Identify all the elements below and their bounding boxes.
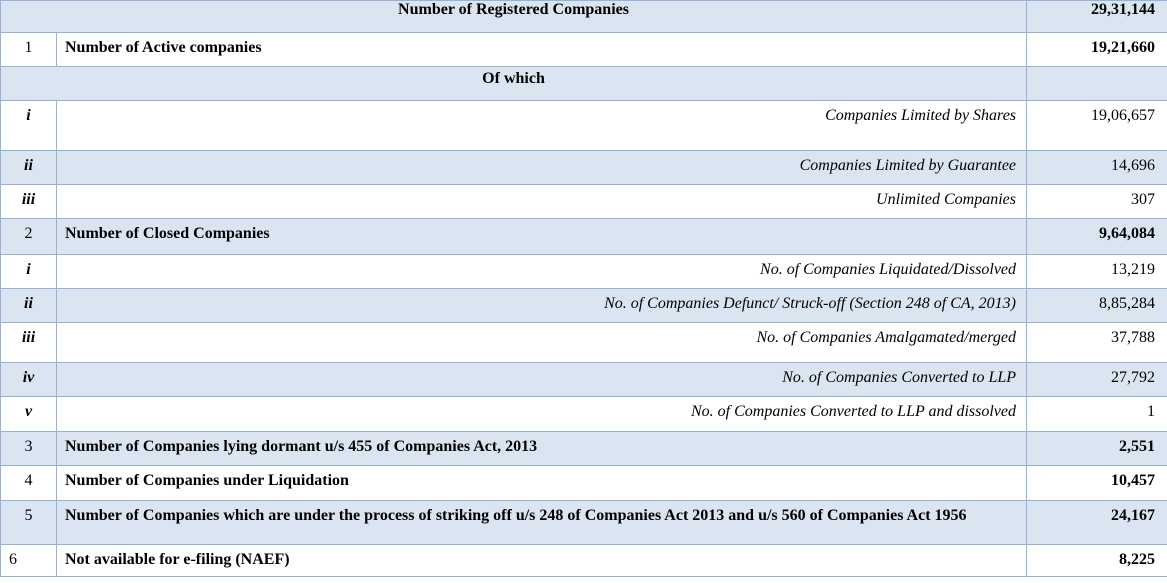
table-row: 5 Number of Companies which are under th… bbox=[0, 500, 1167, 545]
table-row: i Companies Limited by Shares 19,06,657 bbox=[0, 100, 1167, 151]
row-value: 19,06,657 bbox=[1026, 100, 1167, 151]
row-value: 8,225 bbox=[1026, 544, 1167, 577]
header-row: Number of Registered Companies 29,31,144 bbox=[0, 0, 1167, 33]
row-label: Number of Companies which are under the … bbox=[55, 500, 1028, 545]
row-label: Number of Active companies bbox=[55, 32, 1028, 67]
table-row: ii No. of Companies Defunct/ Struck-off … bbox=[0, 288, 1167, 323]
table-row: 2 Number of Closed Companies 9,64,084 bbox=[0, 218, 1167, 255]
row-label: Not available for e-filing (NAEF) bbox=[55, 544, 1028, 577]
row-value: 24,167 bbox=[1026, 500, 1167, 545]
row-value: 13,219 bbox=[1026, 254, 1167, 289]
table-row: 6 Not available for e-filing (NAEF) 8,22… bbox=[0, 544, 1167, 577]
table-row: iii No. of Companies Amalgamated/merged … bbox=[0, 322, 1167, 363]
header-value: 29,31,144 bbox=[1026, 0, 1167, 33]
row-number: 6 bbox=[0, 544, 57, 577]
table-row: iv No. of Companies Converted to LLP 27,… bbox=[0, 362, 1167, 397]
table-row: i No. of Companies Liquidated/Dissolved … bbox=[0, 254, 1167, 289]
row-number: v bbox=[0, 396, 57, 432]
row-number: 4 bbox=[0, 465, 57, 501]
row-label: No. of Companies Amalgamated/merged bbox=[55, 322, 1028, 363]
row-number: iii bbox=[0, 184, 57, 219]
table-row: 4 Number of Companies under Liquidation … bbox=[0, 465, 1167, 501]
row-number: iv bbox=[0, 362, 57, 397]
empty-cell bbox=[1026, 66, 1167, 101]
row-value: 10,457 bbox=[1026, 465, 1167, 501]
row-label: No. of Companies Defunct/ Struck-off (Se… bbox=[55, 288, 1028, 323]
of-which-label: Of which bbox=[0, 66, 1028, 101]
table-row: iii Unlimited Companies 307 bbox=[0, 184, 1167, 219]
row-number: 3 bbox=[0, 431, 57, 466]
row-value: 19,21,660 bbox=[1026, 32, 1167, 67]
row-value: 2,551 bbox=[1026, 431, 1167, 466]
row-value: 14,696 bbox=[1026, 150, 1167, 185]
row-label: Number of Companies lying dormant u/s 45… bbox=[55, 431, 1028, 466]
row-number: i bbox=[0, 100, 57, 151]
row-number: iii bbox=[0, 322, 57, 363]
row-label: Number of Companies under Liquidation bbox=[55, 465, 1028, 501]
row-value: 1 bbox=[1026, 396, 1167, 432]
row-label: No. of Companies Converted to LLP bbox=[55, 362, 1028, 397]
row-label: Unlimited Companies bbox=[55, 184, 1028, 219]
row-number: 2 bbox=[0, 218, 57, 255]
of-which-row: Of which bbox=[0, 66, 1167, 101]
row-label: Companies Limited by Shares bbox=[55, 100, 1028, 151]
table-row: ii Companies Limited by Guarantee 14,696 bbox=[0, 150, 1167, 185]
row-label: No. of Companies Converted to LLP and di… bbox=[55, 396, 1028, 432]
row-value: 27,792 bbox=[1026, 362, 1167, 397]
row-number: 5 bbox=[0, 500, 57, 545]
row-number: ii bbox=[0, 150, 57, 185]
row-value: 8,85,284 bbox=[1026, 288, 1167, 323]
row-value: 9,64,084 bbox=[1026, 218, 1167, 255]
header-title: Number of Registered Companies bbox=[0, 0, 1028, 33]
table-row: 3 Number of Companies lying dormant u/s … bbox=[0, 431, 1167, 466]
table-row: v No. of Companies Converted to LLP and … bbox=[0, 396, 1167, 432]
row-number: i bbox=[0, 254, 57, 289]
row-label: Number of Closed Companies bbox=[55, 218, 1028, 255]
row-label: Companies Limited by Guarantee bbox=[55, 150, 1028, 185]
row-value: 37,788 bbox=[1026, 322, 1167, 363]
row-number: 1 bbox=[0, 32, 57, 67]
table-row: 1 Number of Active companies 19,21,660 bbox=[0, 32, 1167, 67]
row-value: 307 bbox=[1026, 184, 1167, 219]
row-number: ii bbox=[0, 288, 57, 323]
row-label: No. of Companies Liquidated/Dissolved bbox=[55, 254, 1028, 289]
